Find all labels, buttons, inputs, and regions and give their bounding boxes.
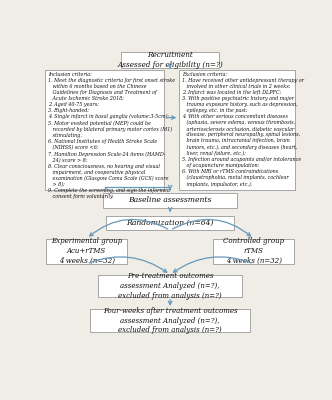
- FancyBboxPatch shape: [90, 310, 250, 332]
- Text: Inclusion criteria:
1. Meet the diagnostic criteria for first onset stroke
   wi: Inclusion criteria: 1. Meet the diagnost…: [48, 72, 175, 199]
- FancyBboxPatch shape: [106, 216, 234, 230]
- Text: Four-weeks after treatment outcomes
assessment Analyzed (n=?),
excluded from ana: Four-weeks after treatment outcomes asse…: [103, 307, 237, 334]
- Text: Recruitment
Assessed for eligibility (n=?): Recruitment Assessed for eligibility (n=…: [117, 51, 223, 69]
- Text: Experimental group
Acu+rTMS
4 weeks (n=32): Experimental group Acu+rTMS 4 weeks (n=3…: [51, 238, 122, 265]
- FancyBboxPatch shape: [103, 193, 237, 208]
- FancyBboxPatch shape: [213, 239, 294, 264]
- Text: Randomization (n=64): Randomization (n=64): [126, 219, 214, 227]
- FancyBboxPatch shape: [179, 70, 295, 190]
- Text: Pre-treatment outcomes
assessment Analyzed (n=?),
excluded from analysis (n=?): Pre-treatment outcomes assessment Analyz…: [118, 272, 222, 300]
- FancyBboxPatch shape: [46, 239, 127, 264]
- Text: Baseline assessments: Baseline assessments: [128, 196, 212, 204]
- FancyBboxPatch shape: [121, 52, 219, 68]
- FancyBboxPatch shape: [98, 275, 242, 297]
- Text: Controlled group
rTMS
4 weeks (n=32): Controlled group rTMS 4 weeks (n=32): [223, 238, 284, 265]
- Text: Exclusion criteria:
1. Have received other antidepressant therapy or
   involved: Exclusion criteria: 1. Have received oth…: [182, 72, 304, 187]
- FancyBboxPatch shape: [45, 70, 164, 190]
